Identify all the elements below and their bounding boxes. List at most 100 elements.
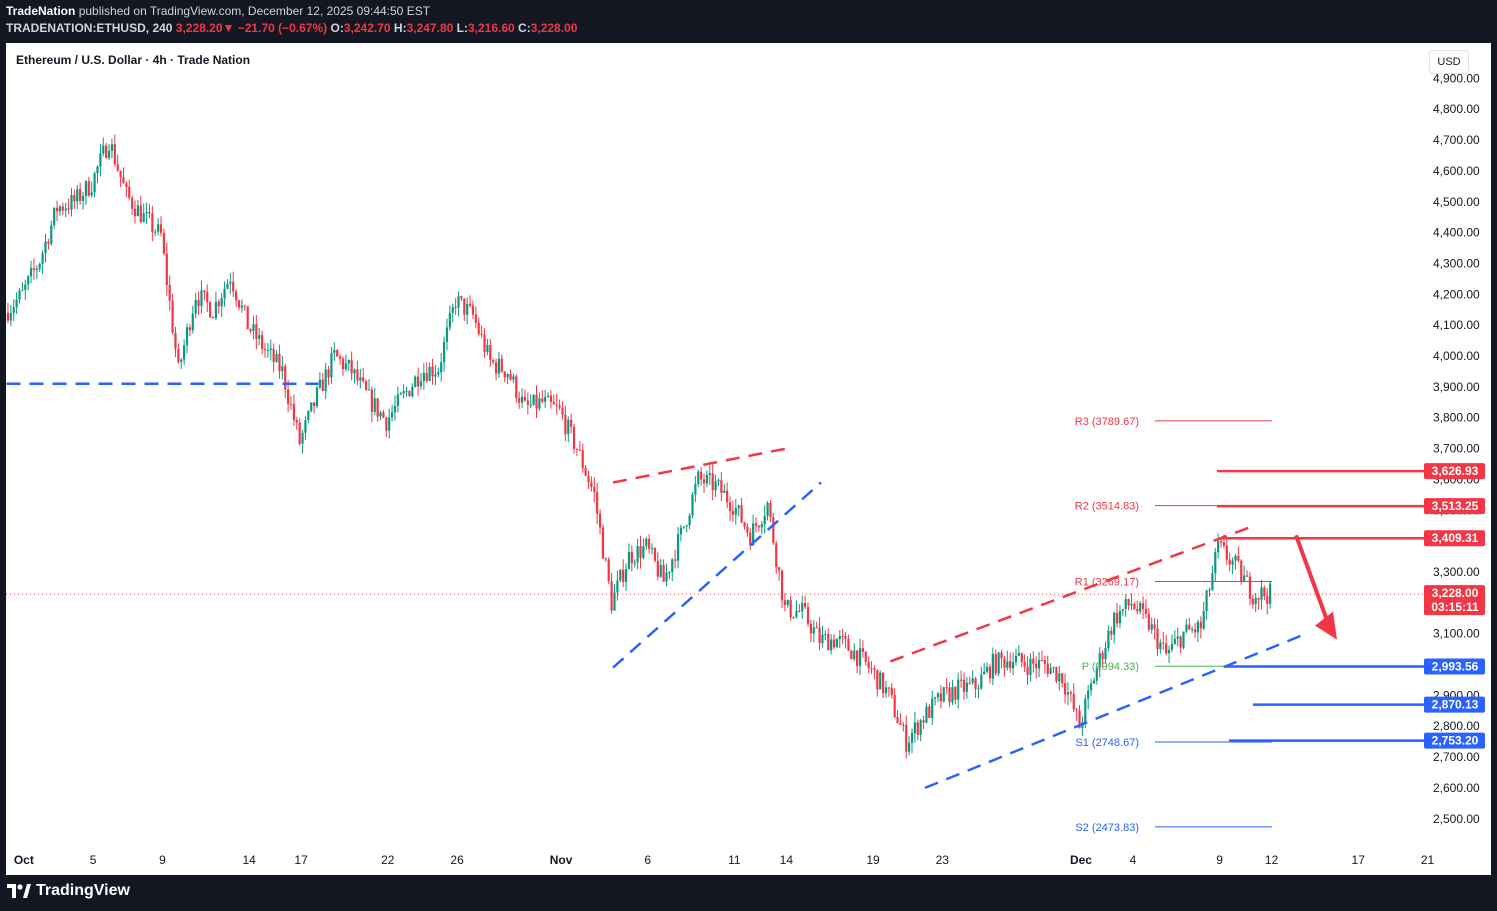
candle [1107,630,1110,648]
candle [81,196,85,201]
x-tick-label: 17 [1352,853,1366,867]
candle [711,473,714,491]
price-tag-label: 2,870.13 [1432,698,1479,712]
candle [29,268,33,277]
candle [474,314,477,323]
candle [1196,621,1200,633]
tradingview-logo[interactable]: TradingView [7,882,130,900]
currency-button[interactable]: USD [1429,50,1469,74]
candle [313,402,316,407]
candle [702,479,706,484]
candle [809,623,813,634]
candle [102,145,105,154]
ohlc-legend: TRADENATION:ETHUSD, 240 3,228.20▼ −21.70… [6,21,577,35]
candle [645,538,648,547]
candle [905,725,908,752]
price-change: −21.70 (−0.67%) [237,21,328,35]
countdown-label: 03:15:11 [1431,600,1479,614]
candle [370,389,373,412]
candle [757,525,761,528]
candle [925,706,928,723]
candle [154,231,157,233]
candle [1202,611,1205,629]
candle [1026,666,1029,675]
candle [861,648,864,652]
y-tick-label: 4,800.00 [1433,102,1480,116]
candle [396,394,399,406]
candle [414,376,417,387]
pivot-label: R3 (3789.67) [1075,416,1139,428]
candle [616,580,619,593]
price-tag [1424,498,1485,515]
candle [330,352,333,378]
candle [558,405,561,408]
candle [549,395,553,402]
candle [1263,587,1266,597]
close-label: C: [518,21,531,35]
candle [564,414,567,435]
candle [1219,540,1223,543]
candle [838,636,841,640]
candle [671,559,674,573]
candle [350,360,353,374]
candle [659,564,662,577]
candle [35,268,38,271]
candle [269,348,272,350]
candle [847,638,850,651]
candle [489,344,492,361]
candle [376,398,379,417]
candle [529,404,532,406]
candle [942,687,945,702]
low-label: L: [456,21,468,35]
candle [997,652,1000,674]
candle [1167,649,1171,654]
candle [578,450,581,452]
candle [246,306,249,330]
candle [405,391,408,393]
candle [974,678,977,689]
candle [1162,642,1165,644]
candle [567,419,570,435]
candle [165,253,168,285]
candle [971,678,974,683]
candle [931,698,934,718]
candle [1199,621,1202,629]
candle [913,722,916,734]
y-tick-label: 2,800.00 [1433,719,1480,733]
x-tick-label: 9 [1216,853,1223,867]
candle [197,300,200,307]
candle [801,603,804,612]
candle [284,366,287,390]
candle [561,407,564,415]
x-tick-label: 11 [728,853,741,867]
candle [1144,608,1148,614]
candle [827,634,830,651]
candle [379,412,382,417]
candle [887,687,890,689]
candle [1075,709,1078,711]
candle [965,682,968,692]
candle [448,312,451,328]
candle [1188,624,1191,630]
candle [708,473,711,475]
candle [1124,599,1127,610]
candle [339,356,342,359]
candle [44,241,47,254]
candle [486,344,489,353]
x-tick-label: 14 [780,853,794,867]
candle [315,387,319,407]
y-tick-label: 3,800.00 [1433,411,1480,425]
candle [876,669,879,690]
candle [347,360,350,364]
candle [1084,698,1087,723]
candle [93,173,96,193]
candle [650,548,654,550]
candle [304,420,307,433]
candle [460,296,463,299]
publisher-name[interactable]: TradeNation [6,4,76,18]
candle [388,417,391,431]
y-tick-label: 3,100.00 [1433,627,1480,641]
chart-pane[interactable] [6,43,1491,875]
candle [598,513,602,528]
